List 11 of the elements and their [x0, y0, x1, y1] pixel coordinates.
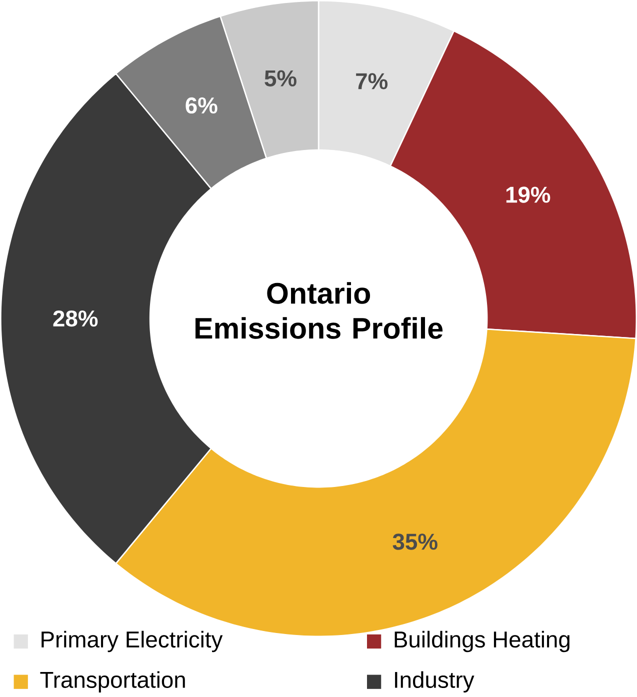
data-label: 35%: [392, 534, 438, 550]
legend-label: Primary Electricity: [42, 630, 223, 652]
data-label: 7%: [356, 73, 388, 90]
data-label: 19%: [506, 186, 550, 203]
data-label: 5%: [264, 70, 296, 86]
legend-label: Buildings Heating: [394, 630, 570, 652]
legend-label: Transportation: [40, 671, 185, 693]
data-label: 28%: [53, 310, 98, 327]
data-label: 6%: [186, 97, 218, 114]
text: Ontario Emissions Profile: [195, 282, 443, 339]
legend-label: Industry: [395, 671, 474, 693]
